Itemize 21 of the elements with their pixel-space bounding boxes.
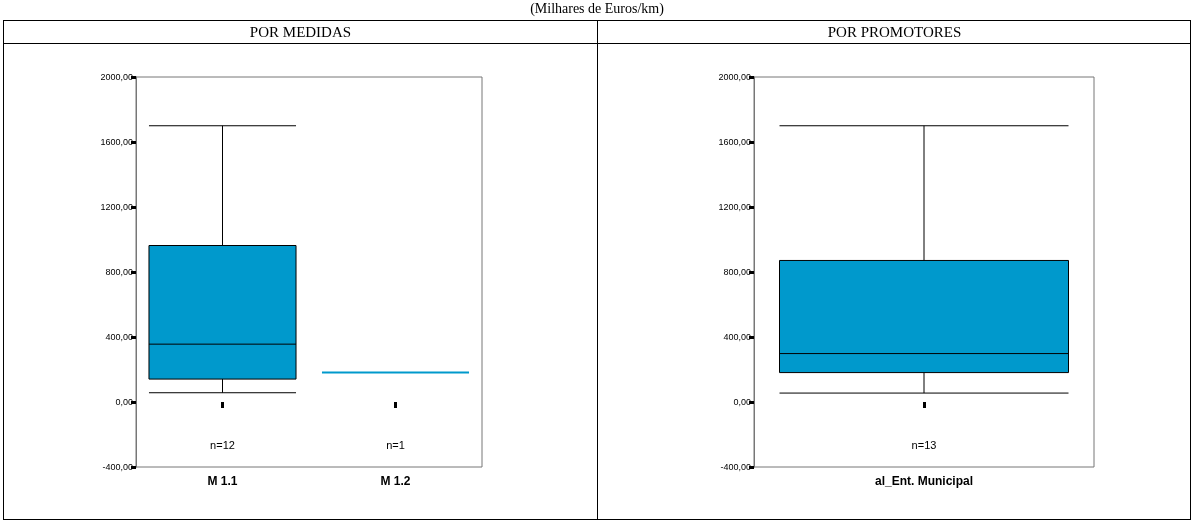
y-tick-label: 1200,00 [100, 202, 133, 212]
y-tick-label: 400,00 [723, 332, 751, 342]
annotation: n=12 [210, 439, 235, 451]
y-tick-label: 1600,00 [718, 137, 751, 147]
chart-title: POR PROMOTORES [598, 21, 1191, 44]
y-tick-label: 800,00 [105, 267, 133, 277]
y-tick-label: 2000,00 [718, 72, 751, 82]
annotation: n=13 [911, 439, 937, 451]
x-tick-label: M 1.2 [380, 474, 411, 488]
y-tick-label: 1200,00 [718, 202, 751, 212]
x-tick-label: al_Ent. Municipal [874, 474, 974, 488]
y-tick-label: 1600,00 [100, 137, 133, 147]
y-tick-label: 400,00 [105, 332, 133, 342]
y-tick-label: -400,00 [720, 462, 751, 472]
x-tick-label: M 1.1 [207, 474, 238, 488]
y-tick-label: 2000,00 [100, 72, 133, 82]
annotation: n=1 [386, 439, 405, 451]
y-tick-label: 800,00 [723, 267, 751, 277]
chart-title: POR MEDIDAS [4, 21, 597, 44]
y-tick-label: -400,00 [102, 462, 133, 472]
text: (Milhares de Euros/km) [529, 0, 665, 18]
